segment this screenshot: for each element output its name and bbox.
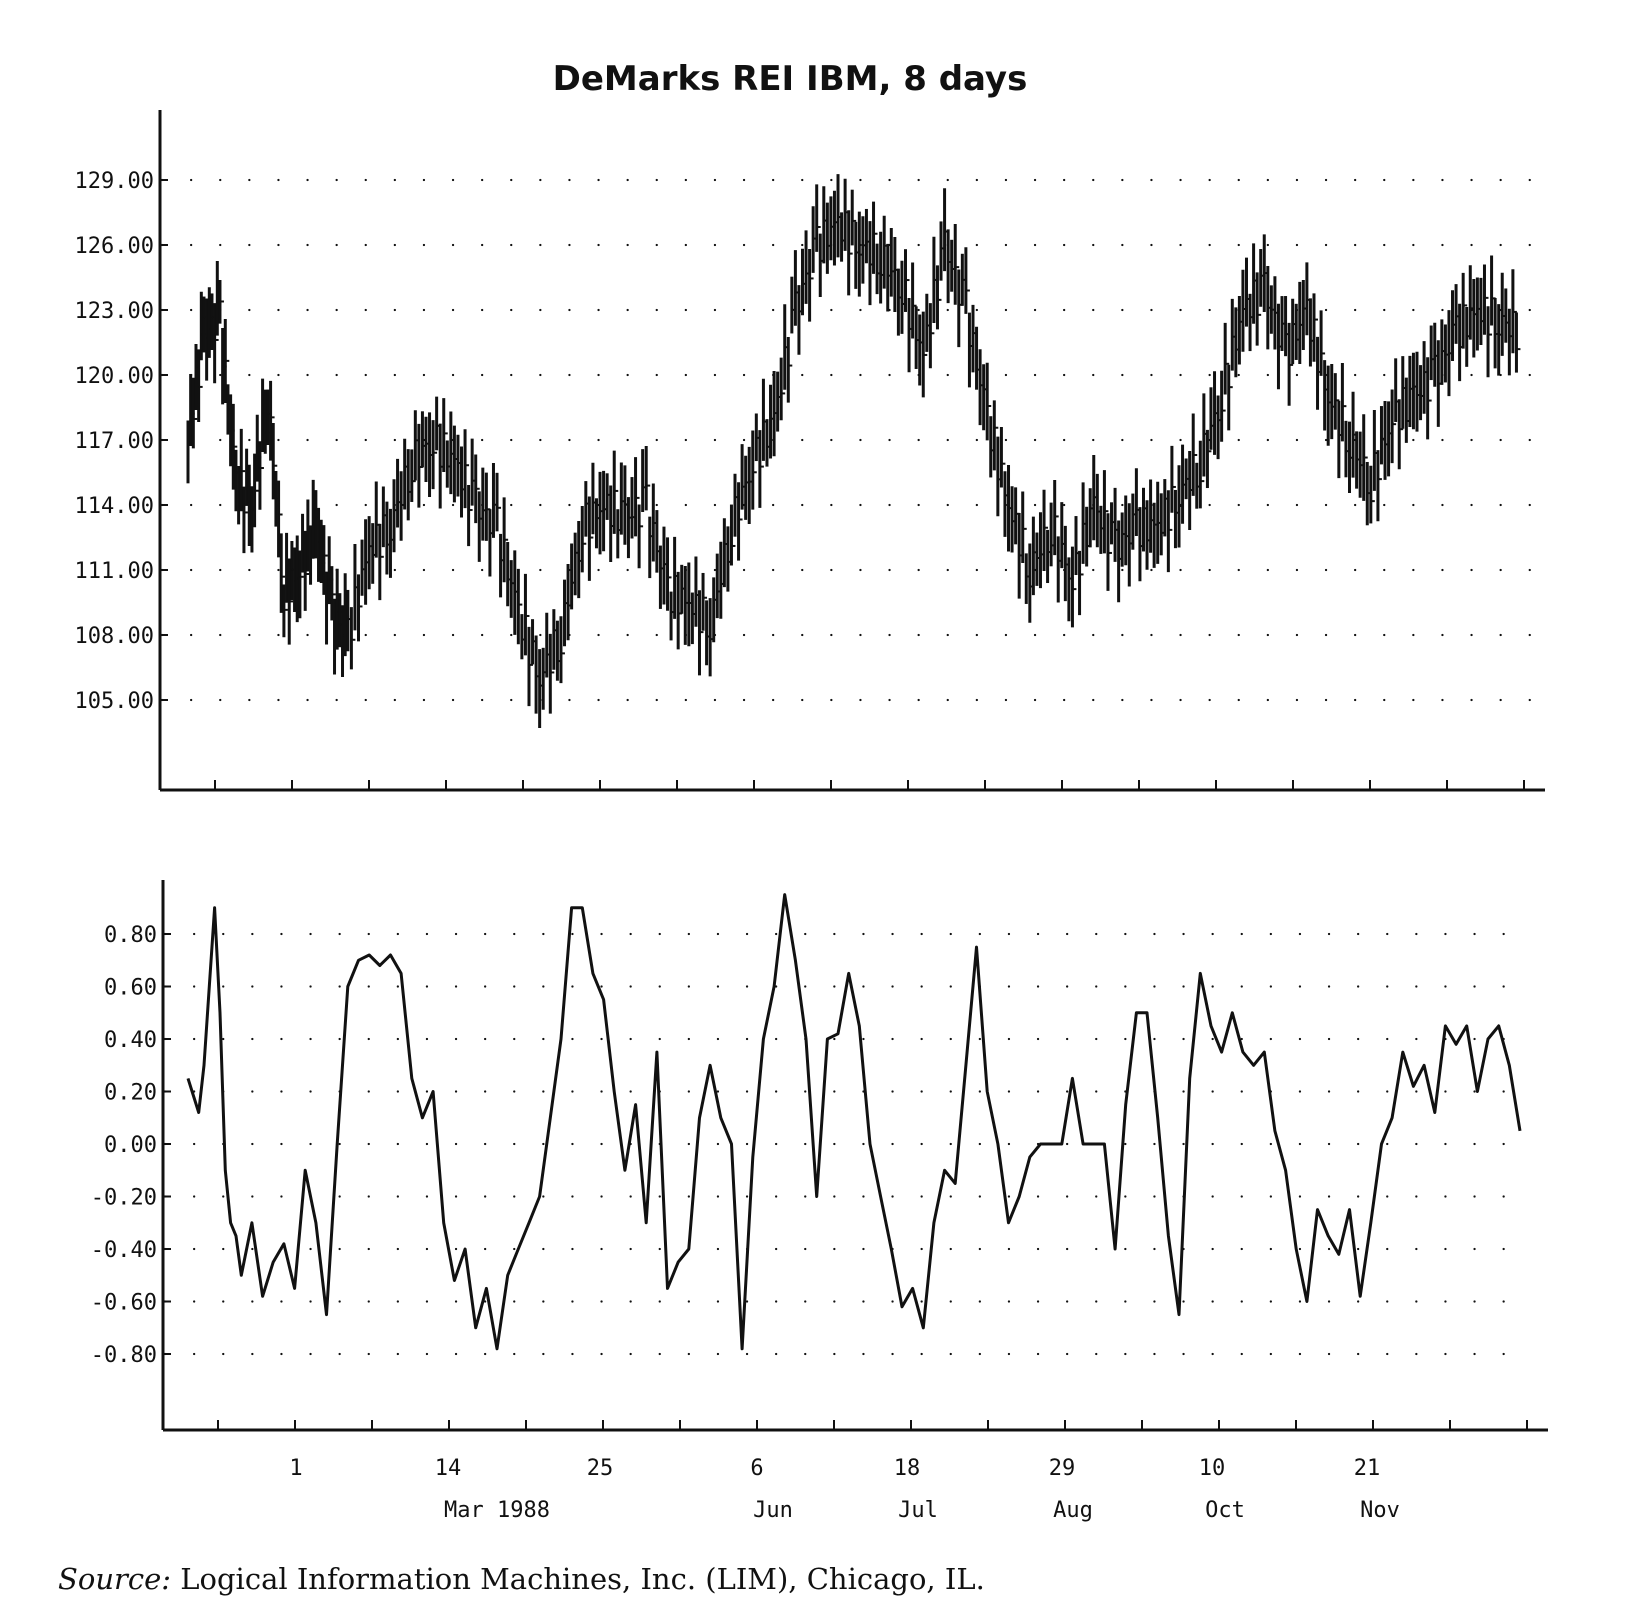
x-month-label: Oct (1205, 1498, 1245, 1523)
price-y-tick-label: 123.00 (75, 299, 154, 324)
x-month-label: Jun (753, 1498, 793, 1523)
rei-y-tick-label: -0.20 (91, 1186, 157, 1211)
rei-panel: 0.80 0.60 0.40 0.20 0.00 -0.20 -0.40 -0.60 -0.80… (91, 880, 1548, 1523)
rei-y-tick-label: 0.00 (104, 1133, 157, 1158)
x-tick-label: 14 (435, 1456, 462, 1481)
rei-y-tick-label: 0.40 (104, 1028, 157, 1053)
price-y-tick-label: 129.00 (75, 169, 154, 194)
x-month-label: Aug (1053, 1498, 1093, 1523)
price-y-tick-label: 120.00 (75, 364, 154, 389)
price-y-tick-label: 105.00 (75, 689, 154, 714)
x-tick-label: 29 (1049, 1456, 1076, 1481)
x-month-label: Jul (898, 1498, 938, 1523)
x-tick-label: 6 (750, 1456, 763, 1481)
price-y-tick-label: 111.00 (75, 559, 154, 584)
price-y-tick-label: 126.00 (75, 234, 154, 259)
x-tick-label: 21 (1354, 1456, 1381, 1481)
source-note: Source: Logical Information Machines, In… (58, 1562, 985, 1596)
rei-y-tick-label: 0.80 (104, 923, 157, 948)
x-tick-label: 1 (289, 1456, 302, 1481)
rei-y-tick-label: -0.80 (91, 1343, 157, 1368)
rei-y-tick-label: -0.40 (91, 1238, 157, 1263)
x-month-label: Mar 1988 (444, 1498, 550, 1523)
rei-line (186, 893, 1522, 1351)
price-panel: 129.00 126.00 123.00 120.00 117.00 114.00 111.… (75, 110, 1545, 792)
rei-y-tick-label: -0.60 (91, 1291, 157, 1316)
rei-y-tick-label: 0.20 (104, 1081, 157, 1106)
x-tick-label: 10 (1199, 1456, 1226, 1481)
price-y-tick-label: 117.00 (75, 429, 154, 454)
price-y-tick-label: 114.00 (75, 494, 154, 519)
price-y-tick-label: 108.00 (75, 624, 154, 649)
rei-y-tick-label: 0.60 (104, 976, 157, 1001)
x-month-label: Nov (1360, 1498, 1400, 1523)
source-text: Logical Information Machines, Inc. (LIM)… (180, 1562, 985, 1596)
x-tick-label: 18 (894, 1456, 921, 1481)
price-bars (186, 174, 1521, 728)
x-tick-label: 25 (587, 1456, 614, 1481)
chart-title: DeMarks REI IBM, 8 days (553, 59, 1028, 99)
source-label: Source: (58, 1562, 172, 1596)
